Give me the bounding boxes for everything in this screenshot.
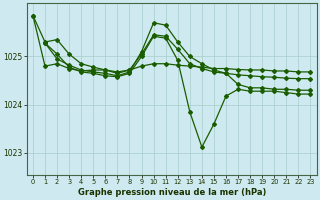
X-axis label: Graphe pression niveau de la mer (hPa): Graphe pression niveau de la mer (hPa) [77,188,266,197]
